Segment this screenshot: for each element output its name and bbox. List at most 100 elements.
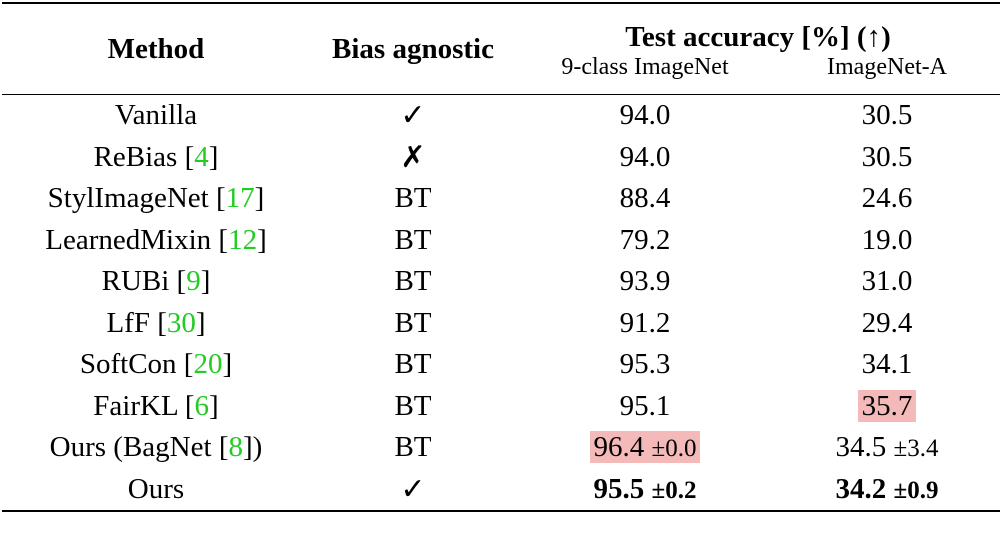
method-name: ReBias [93, 140, 178, 173]
table-row: RUBi [9] BT 93.9 31.0 [2, 261, 1000, 303]
acc-imageneta-cell: 35.7 [774, 386, 1000, 428]
method-cell: RUBi [9] [101, 265, 211, 298]
table-row: LearnedMixin [12] BT 79.2 19.0 [2, 220, 1000, 262]
table-row: LfF [30] BT 91.2 29.4 [2, 303, 1000, 345]
subheader-row: 9-class ImageNet ImageNet-A [2, 54, 1000, 95]
citation-link[interactable]: 6 [194, 389, 210, 422]
bias-cell: ✗ [310, 137, 516, 179]
acc-value-highlighted: 96.4 ±0.0 [589, 431, 701, 464]
citation-link[interactable]: 8 [228, 431, 243, 464]
acc-value-highlighted: 35.7 [857, 389, 917, 422]
acc-value: 29.4 [861, 306, 913, 339]
acc-imagenet9-cell: 94.0 [516, 137, 774, 179]
acc-std: ±0.0 [651, 435, 697, 463]
table-row: Vanilla ✓ 94.0 30.5 [2, 94, 1000, 137]
acc-imageneta-cell: 29.4 [774, 303, 1000, 345]
acc-value: 19.0 [861, 223, 913, 256]
acc-value: 34.5 [835, 431, 887, 464]
acc-std: ±3.4 [893, 435, 939, 463]
bias-cell: BT [394, 182, 432, 215]
method-cell: SoftCon [20] [79, 348, 233, 381]
header-test-accuracy: Test accuracy [%] (↑) [516, 2, 1000, 54]
bias-cell: BT [394, 265, 432, 298]
bias-cell: BT [394, 223, 432, 256]
citation-link[interactable]: 12 [228, 223, 258, 256]
check-mark-icon: ✓ [400, 471, 426, 507]
method-cell: LfF [30] [106, 306, 206, 339]
acc-imagenet9-cell: 95.1 [516, 386, 774, 428]
table-row: ReBias [4] ✗ 94.0 30.5 [2, 137, 1000, 179]
bias-cell: ✓ [310, 94, 516, 137]
acc-value: 96.4 [593, 431, 645, 464]
bias-cell: BT [394, 431, 432, 464]
acc-value: 93.9 [619, 265, 671, 298]
acc-imagenet9-cell: 95.5 ±0.2 [516, 468, 774, 512]
results-table: Method Bias agnostic Test accuracy [%] (… [2, 2, 1000, 512]
header-bias-agnostic: Bias agnostic [310, 2, 516, 95]
method-cell: StylImageNet [17] [47, 182, 265, 215]
citation-link[interactable]: 9 [186, 265, 201, 298]
method-name: LfF [106, 306, 150, 339]
method-cell: Ours (BagNet [8]) [49, 431, 263, 464]
acc-value: 34.1 [861, 348, 913, 381]
table-row: Ours (BagNet [8]) BT 96.4 ±0.0 34.5 ±3.4 [2, 427, 1000, 469]
header-9-class-imagenet: 9-class ImageNet [561, 54, 729, 80]
table-row: FairKL [6] BT 95.1 35.7 [2, 386, 1000, 428]
method-name: Ours (BagNet [49, 431, 219, 464]
table-row: Ours ✓ 95.5 ±0.2 34.2 ±0.9 [2, 468, 1000, 512]
acc-std: ±0.2 [651, 476, 697, 504]
method-cell: LearnedMixin [12] [45, 223, 267, 256]
method-name: FairKL [93, 389, 178, 422]
acc-imagenet9-cell: 95.3 [516, 344, 774, 386]
method-name: StylImageNet [47, 182, 209, 215]
check-mark-icon: ✓ [400, 98, 426, 134]
acc-value: 94.0 [619, 140, 671, 173]
acc-imageneta-cell: 30.5 [774, 94, 1000, 137]
method-suffix: ) [252, 431, 263, 464]
acc-value: 91.2 [619, 306, 671, 339]
method-cell: Ours [2, 468, 310, 512]
method-name: SoftCon [79, 348, 177, 381]
method-name: Vanilla [114, 99, 198, 132]
acc-value: 94.0 [619, 99, 671, 132]
method-cell: ReBias [4] [93, 140, 219, 173]
acc-value: 24.6 [861, 182, 913, 215]
table-row: SoftCon [20] BT 95.3 34.1 [2, 344, 1000, 386]
acc-imagenet9-cell: 94.0 [516, 94, 774, 137]
acc-imageneta-cell: 34.2 ±0.9 [774, 468, 1000, 512]
header-method: Method [2, 2, 310, 95]
acc-value: 79.2 [619, 223, 671, 256]
method-cell: FairKL [6] [93, 389, 219, 422]
acc-imageneta-cell: 31.0 [774, 261, 1000, 303]
citation-link[interactable]: 30 [166, 306, 196, 339]
acc-value: 95.3 [619, 348, 671, 381]
acc-imageneta-cell: 34.5 ±3.4 [774, 427, 1000, 469]
method-name: RUBi [101, 265, 170, 298]
bias-cell: ✓ [310, 468, 516, 512]
acc-imagenet9-cell: 96.4 ±0.0 [516, 427, 774, 469]
acc-value: 95.1 [619, 389, 671, 422]
table-row: StylImageNet [17] BT 88.4 24.6 [2, 178, 1000, 220]
acc-imageneta-cell: 19.0 [774, 220, 1000, 262]
header-imagenet-a: ImageNet-A [827, 54, 947, 80]
acc-imagenet9-cell: 88.4 [516, 178, 774, 220]
acc-imageneta-cell: 34.1 [774, 344, 1000, 386]
acc-value: 88.4 [619, 182, 671, 215]
acc-value: 95.5 [593, 472, 645, 505]
acc-imageneta-cell: 30.5 [774, 137, 1000, 179]
cross-mark-icon: ✗ [400, 139, 426, 175]
acc-value: 31.0 [861, 265, 913, 298]
citation-link[interactable]: 4 [194, 140, 209, 173]
acc-imagenet9-cell: 91.2 [516, 303, 774, 345]
acc-value: 34.2 [835, 472, 887, 505]
bias-cell: BT [394, 306, 432, 339]
acc-value: 30.5 [861, 99, 913, 132]
bias-cell: BT [394, 348, 432, 381]
method-name: LearnedMixin [45, 223, 212, 256]
acc-std: ±0.9 [893, 476, 939, 504]
citation-link[interactable]: 20 [193, 348, 223, 381]
method-cell: Vanilla [2, 94, 310, 137]
header-row: Method Bias agnostic Test accuracy [%] (… [2, 2, 1000, 95]
citation-link[interactable]: 17 [225, 182, 255, 215]
